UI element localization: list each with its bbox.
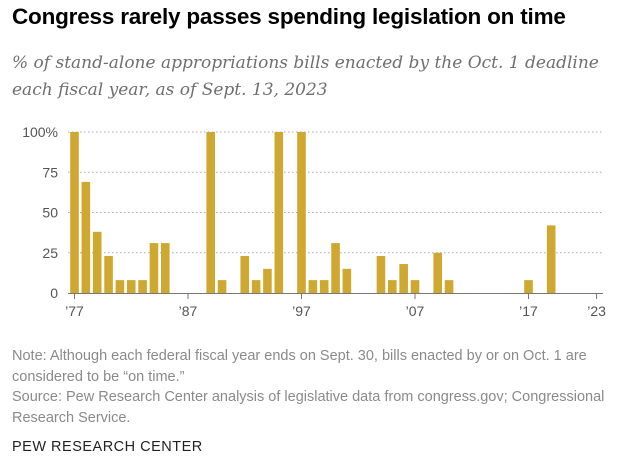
chart-subtitle: % of stand-alone appropriations bills en…: [12, 53, 599, 100]
brand-logo-text: PEW RESEARCH CENTER: [12, 439, 203, 455]
bar: [399, 264, 408, 293]
bar: [217, 280, 227, 293]
bars: [70, 132, 556, 293]
bar: [70, 132, 79, 293]
bar: [444, 280, 454, 293]
y-tick-label: 25: [42, 245, 58, 261]
bar: [319, 280, 329, 293]
bar: [149, 243, 159, 293]
source-text: Source: Pew Research Center analysis of …: [12, 389, 605, 426]
bar: [263, 268, 272, 293]
bar: [308, 280, 318, 293]
x-tick-label: ’87: [179, 303, 198, 319]
y-tick-label: 50: [42, 205, 58, 221]
y-tick-label: 0: [50, 285, 58, 301]
note-text: Note: Although each federal fiscal year …: [12, 348, 587, 385]
bar: [81, 181, 91, 293]
y-axis-labels: 0 25 50 75 100%: [22, 124, 58, 301]
x-tick-label: ’97: [292, 303, 311, 319]
bar: [524, 280, 533, 293]
y-tick-label: 100%: [22, 124, 58, 140]
bar: [92, 231, 102, 293]
bar: [240, 255, 250, 293]
x-tick-label: ’77: [65, 303, 84, 319]
x-axis: [68, 293, 603, 299]
bar: [342, 268, 352, 293]
bar: [274, 132, 284, 293]
x-tick-label: ’07: [406, 303, 425, 319]
chart-notes: Note: Although each federal fiscal year …: [12, 346, 612, 428]
bar: [410, 280, 420, 293]
x-tick-label: ’23: [587, 303, 606, 319]
bar: [376, 255, 386, 293]
x-tick-label: ’17: [519, 303, 538, 319]
bar: [138, 280, 147, 293]
bar-chart: 0 25 50 75 100% ’77 ’87 ’97 ’07 ’17 ’23: [22, 124, 606, 319]
x-axis-labels: ’77 ’87 ’97 ’07 ’17 ’23: [65, 303, 606, 319]
chart-title: Congress rarely passes spending legislat…: [12, 4, 566, 29]
y-tick-label: 75: [42, 164, 58, 180]
bar: [126, 280, 136, 293]
bar: [115, 280, 125, 293]
bar: [297, 132, 306, 293]
bar: [206, 132, 215, 293]
bar: [331, 243, 340, 293]
bar: [433, 252, 442, 293]
bar: [161, 243, 170, 293]
gridlines: [68, 131, 603, 254]
bar: [104, 255, 113, 293]
bar: [546, 225, 556, 293]
bar: [388, 280, 397, 293]
bar: [251, 280, 261, 293]
